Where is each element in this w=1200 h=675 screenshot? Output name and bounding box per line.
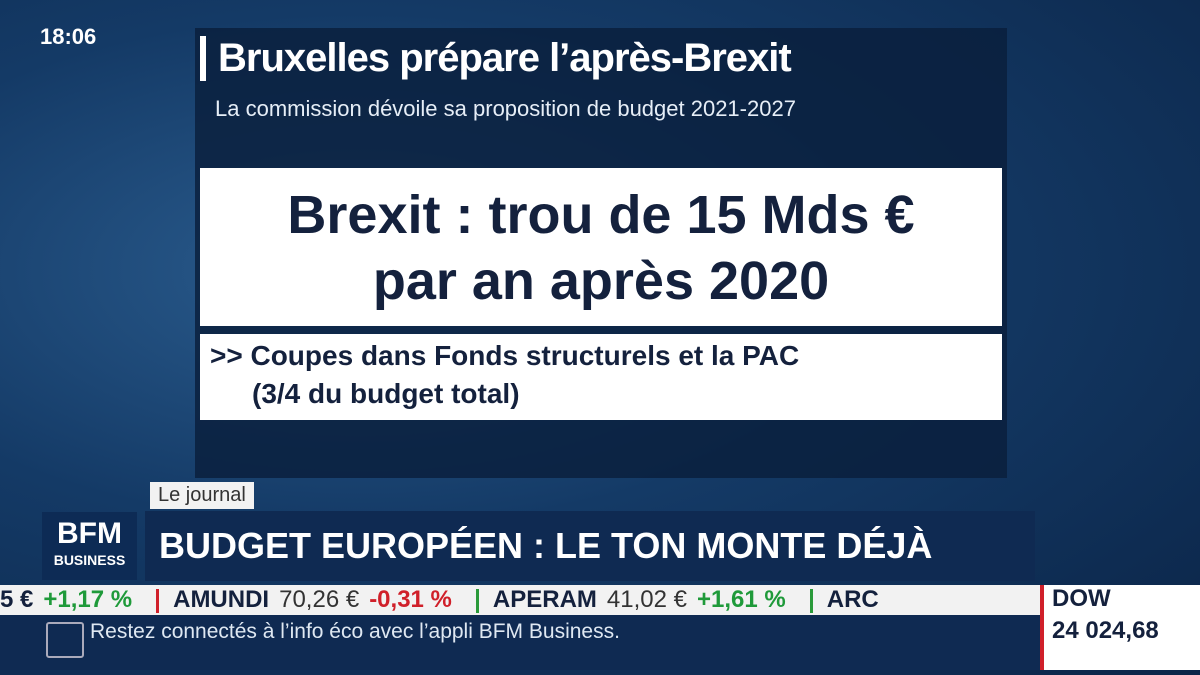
ticker-price: 70,26 € [279, 586, 360, 613]
index-value: 24 024,68 [1052, 617, 1159, 644]
lower-third-headline: BUDGET EUROPÉEN : LE TON MONTE DÉJÀ [145, 511, 1035, 581]
logo-text: BUSINESS [53, 552, 126, 568]
panel-title: Bruxelles prépare l’après-Brexit [200, 36, 792, 81]
bullet-line: >> Coupes dans Fonds structurels et la P… [210, 340, 800, 371]
message-bar [0, 615, 1040, 670]
logo: BFM BUSINESS [42, 512, 137, 580]
ticker-price: 41,02 € [606, 586, 687, 613]
phone-icon [46, 622, 84, 658]
ticker-change: +1,17 % [43, 586, 133, 613]
ticker-message: Restez connectés à l’info éco avec l’app… [90, 620, 620, 643]
index-name: DOW [1052, 585, 1111, 612]
bullet-line: (3/4 du budget total) [252, 378, 520, 409]
headline-line: par an après 2020 [372, 251, 830, 311]
headline-box: Brexit : trou de 15 Mds € par an après 2… [200, 168, 1002, 326]
headline-line: Brexit : trou de 15 Mds € [287, 185, 915, 245]
ticker-change: -0,31 % [369, 586, 452, 613]
bullet-box: >> Coupes dans Fonds structurels et la P… [200, 334, 1002, 420]
ticker: 5 € +1,17 % AMUNDI 70,26 € -0,31 % APERAM 41,0… [0, 585, 1040, 615]
ticker-price: 5 € [0, 586, 34, 613]
ticker-change: +1,61 % [697, 586, 786, 613]
ticker-name: ARC [826, 586, 879, 613]
ticker-name: AMUNDI [173, 586, 270, 613]
logo-text: BFM [57, 517, 122, 550]
section-label: Le journal [150, 482, 254, 509]
clock: 18:06 [40, 24, 97, 49]
ticker-name: APERAM [492, 586, 597, 613]
panel-subtitle: La commission dévoile sa proposition de … [215, 96, 796, 121]
index-box: DOW 24 024,68 [1040, 585, 1200, 670]
